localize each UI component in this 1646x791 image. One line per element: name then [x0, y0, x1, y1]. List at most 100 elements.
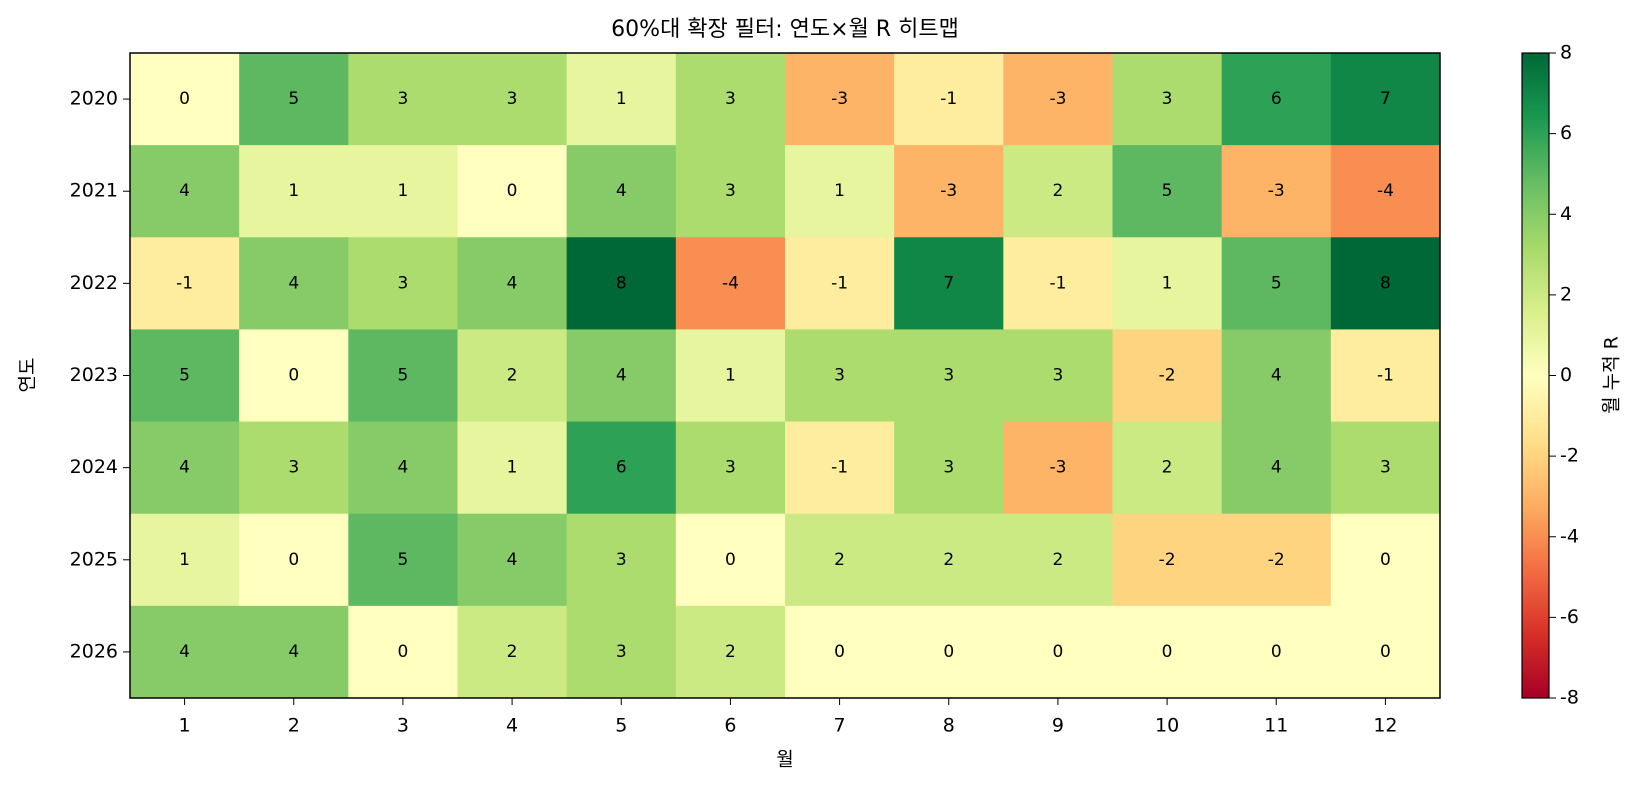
heatmap-cell — [457, 421, 568, 515]
heatmap-cell — [457, 329, 568, 423]
cell-label: 3 — [288, 458, 299, 478]
heatmap-cell — [894, 329, 1004, 423]
heatmap-cell — [348, 53, 458, 146]
heatmap-cell — [1003, 605, 1113, 699]
cell-label: -4 — [722, 273, 739, 293]
cell-label: 1 — [398, 181, 409, 201]
heatmap-cell — [785, 329, 895, 423]
heatmap-cell — [566, 237, 677, 330]
cell-label: -1 — [831, 273, 848, 293]
cell-label: 5 — [288, 89, 299, 109]
heatmap-cell — [1330, 329, 1441, 423]
heatmap-cell — [1330, 53, 1441, 146]
heatmap-cell — [675, 145, 786, 238]
heatmap-cell — [348, 513, 458, 607]
heatmap-cell — [348, 605, 458, 699]
heatmap-cell — [1112, 237, 1223, 330]
heatmap-cell — [239, 145, 349, 238]
heatmap-cell — [1112, 513, 1223, 607]
heatmap-cell — [348, 329, 458, 423]
colorbar-tick-label: -4 — [1560, 525, 1579, 547]
cell-label: 3 — [834, 366, 845, 386]
x-tick-label: 10 — [1155, 715, 1179, 737]
heatmap-cell — [785, 605, 895, 699]
cell-label: 1 — [179, 550, 190, 570]
cell-label: 0 — [1380, 642, 1391, 662]
colorbar-tick-label: 8 — [1560, 42, 1572, 64]
heatmap-cell — [894, 237, 1004, 330]
cell-label: 4 — [1271, 458, 1282, 478]
heatmap-cell — [785, 53, 895, 146]
heatmap-cell — [675, 605, 786, 699]
colorbar-tick-label: 4 — [1560, 203, 1572, 225]
heatmap-cell — [1003, 53, 1113, 146]
cell-label: 5 — [179, 366, 190, 386]
cell-label: 2 — [1053, 550, 1064, 570]
cell-label: 0 — [834, 642, 845, 662]
heatmap-cell — [894, 513, 1004, 607]
heatmap-cell — [130, 53, 240, 146]
cell-label: 2 — [834, 550, 845, 570]
heatmap-cell — [130, 237, 240, 330]
heatmap-cell — [130, 329, 240, 423]
cell-label: -1 — [1049, 273, 1066, 293]
cell-label: 0 — [1162, 642, 1173, 662]
heatmap-cell — [1003, 329, 1113, 423]
heatmap-cell — [1221, 53, 1332, 146]
cell-label: 4 — [616, 181, 627, 201]
cell-label: 1 — [507, 458, 518, 478]
x-tick-label: 3 — [397, 715, 409, 737]
heatmap-cell — [675, 53, 786, 146]
heatmap-cell — [1330, 421, 1441, 515]
y-tick-label: 2025 — [70, 548, 118, 570]
cell-label: 2 — [507, 366, 518, 386]
cell-label: -2 — [1268, 550, 1285, 570]
heatmap-cell — [894, 53, 1004, 146]
heatmap-cell — [239, 421, 349, 515]
cell-label: -2 — [1159, 366, 1176, 386]
cell-label: 1 — [1162, 273, 1173, 293]
heatmap-cell — [1221, 329, 1332, 423]
heatmap-cell — [566, 145, 677, 238]
cell-label: 3 — [943, 366, 954, 386]
cell-label: 2 — [725, 642, 736, 662]
cell-label: -3 — [940, 181, 957, 201]
heatmap-cell — [1003, 237, 1113, 330]
cell-label: -3 — [831, 89, 848, 109]
heatmap-cell — [348, 421, 458, 515]
y-tick-label: 2022 — [70, 272, 118, 294]
heatmap-cell — [675, 421, 786, 515]
cell-label: -1 — [176, 273, 193, 293]
colorbar-tick-label: 0 — [1560, 364, 1572, 386]
cell-label: 8 — [1380, 273, 1391, 293]
cell-label: 4 — [288, 273, 299, 293]
cell-label: -1 — [940, 89, 957, 109]
cell-label: 7 — [943, 273, 954, 293]
heatmap-cell — [1112, 145, 1223, 238]
cell-label: 3 — [725, 181, 736, 201]
cell-label: 1 — [288, 181, 299, 201]
cell-label: 3 — [616, 550, 627, 570]
cell-label: 2 — [507, 642, 518, 662]
cell-label: 0 — [288, 366, 299, 386]
heatmap-cell — [785, 421, 895, 515]
heatmap-cell — [1330, 145, 1441, 238]
cell-label: 2 — [1162, 458, 1173, 478]
x-axis-label: 월 — [776, 749, 793, 771]
colorbar-tick-label: 2 — [1560, 283, 1572, 305]
heatmap-cell — [1112, 421, 1223, 515]
heatmap-cell — [894, 145, 1004, 238]
cell-label: 0 — [288, 550, 299, 570]
cell-label: 0 — [1053, 642, 1064, 662]
heatmap-cell — [1221, 605, 1332, 699]
y-axis-label: 연도 — [17, 358, 39, 393]
cell-label: -3 — [1049, 89, 1066, 109]
y-tick-label: 2024 — [70, 456, 118, 478]
heatmap-cell — [566, 53, 677, 146]
cell-label: 7 — [1380, 89, 1391, 109]
x-tick-label: 12 — [1373, 715, 1397, 737]
x-tick-label: 2 — [288, 715, 300, 737]
heatmap-cell — [239, 605, 349, 699]
y-tick-label: 2021 — [70, 180, 118, 202]
cell-label: 0 — [725, 550, 736, 570]
